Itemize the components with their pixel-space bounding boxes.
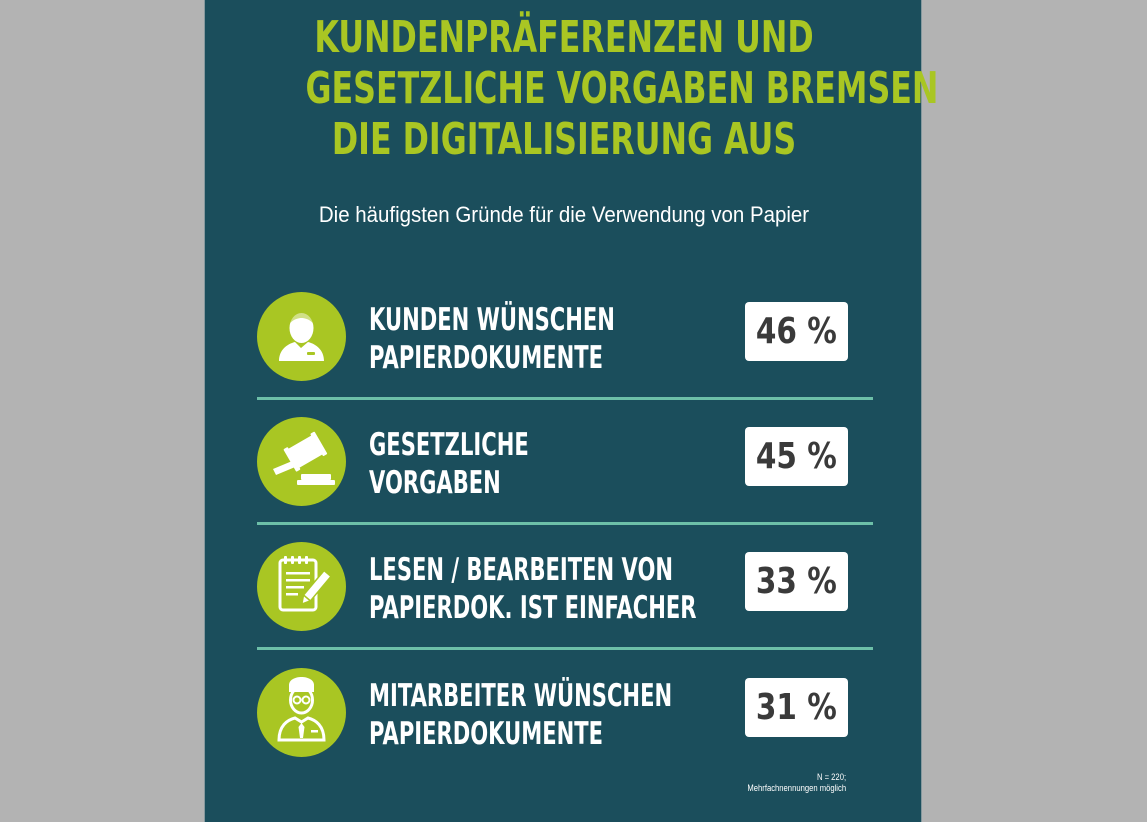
- reason-label: MITARBEITER WÜNSCHEN PAPIERDOKUMENTE: [369, 677, 673, 753]
- title-line-1: KUNDENPRÄFERENZEN UND: [314, 12, 814, 63]
- percentage-value: 45 %: [756, 436, 837, 477]
- percentage-value: 46 %: [756, 311, 837, 352]
- row-divider: [257, 397, 873, 400]
- reason-row-legal: GESETZLICHE VORGABEN 45 %: [257, 417, 873, 517]
- infographic-title: KUNDENPRÄFERENZEN UND GESETZLICHE VORGAB…: [305, 12, 939, 165]
- row-divider: [257, 647, 873, 650]
- percentage-box: 31 %: [745, 678, 848, 737]
- reason-label-line-1: MITARBEITER WÜNSCHEN: [369, 678, 673, 714]
- infographic-subtitle: Die häufigsten Gründe für die Verwendung…: [318, 202, 810, 227]
- gavel-icon: [257, 417, 346, 506]
- percentage-box: 33 %: [745, 552, 848, 611]
- reason-row-reading: LESEN / BEARBEITEN VON PAPIERDOK. IST EI…: [257, 542, 873, 642]
- reason-label-line-2: PAPIERDOK. IST EINFACHER: [369, 590, 697, 626]
- row-divider: [257, 522, 873, 525]
- title-line-3: DIE DIGITALISIERUNG AUS: [331, 114, 797, 165]
- title-line-2: GESETZLICHE VORGABEN BREMSEN: [305, 63, 939, 114]
- reason-row-customers: KUNDEN WÜNSCHEN PAPIERDOKUMENTE 46 %: [257, 292, 873, 392]
- percentage-box: 45 %: [745, 427, 848, 486]
- reason-label-line-1: LESEN / BEARBEITEN VON: [369, 552, 674, 588]
- reason-label: KUNDEN WÜNSCHEN PAPIERDOKUMENTE: [369, 301, 668, 377]
- reason-label-line-2: PAPIERDOKUMENTE: [369, 340, 604, 376]
- reason-label-line-2: VORGABEN: [369, 465, 501, 501]
- infographic-panel: KUNDENPRÄFERENZEN UND GESETZLICHE VORGAB…: [204, 0, 939, 822]
- reason-label-line-1: KUNDEN WÜNSCHEN: [369, 302, 615, 338]
- footnote: N = 220; Mehrfachnennungen möglich: [747, 772, 846, 794]
- percentage-value: 33 %: [756, 561, 837, 602]
- footnote-sample-size: N = 220;: [816, 772, 846, 782]
- reason-row-employees: MITARBEITER WÜNSCHEN PAPIERDOKUMENTE 31 …: [257, 668, 873, 768]
- reason-label-line-2: PAPIERDOKUMENTE: [369, 716, 604, 752]
- customer-icon: [257, 292, 346, 381]
- reason-label-line-1: GESETZLICHE: [369, 427, 529, 463]
- percentage-box: 46 %: [745, 302, 848, 361]
- footnote-multiple-answers: Mehrfachnennungen möglich: [747, 783, 846, 793]
- notepad-pencil-icon: [257, 542, 346, 631]
- employee-icon: [257, 668, 346, 757]
- reason-label: LESEN / BEARBEITEN VON PAPIERDOK. IST EI…: [369, 551, 697, 627]
- reason-label: GESETZLICHE VORGABEN: [369, 426, 668, 502]
- percentage-value: 31 %: [756, 687, 837, 728]
